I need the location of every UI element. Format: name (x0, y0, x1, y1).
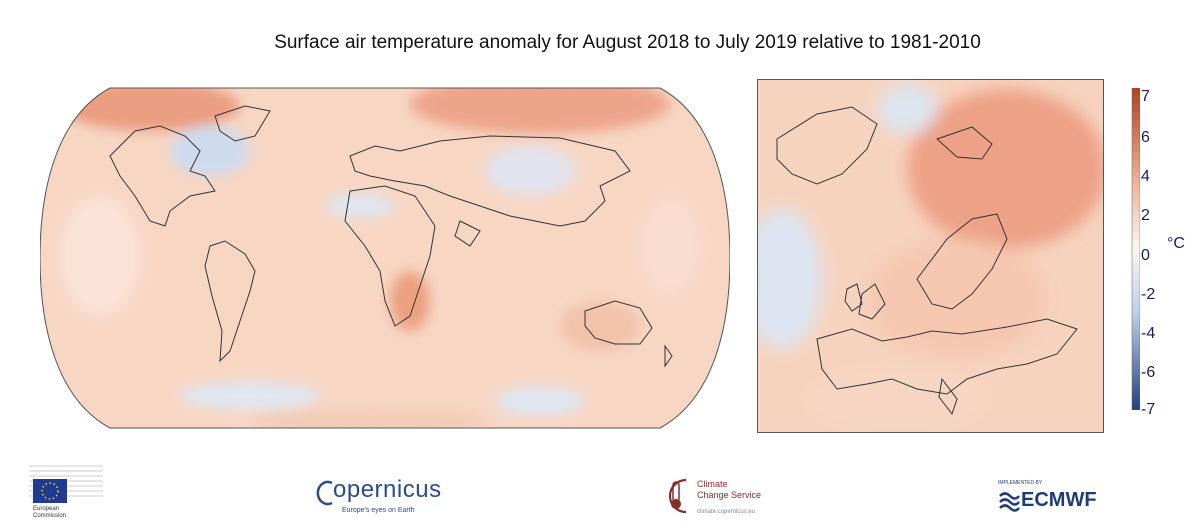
europe-anomaly-map (757, 79, 1104, 433)
ecmwf-name: ECMWF (1021, 489, 1097, 511)
eu-flag-icon (29, 465, 103, 503)
thermometer-icon (668, 478, 687, 514)
colorbar-unit: °C (1167, 235, 1185, 252)
colorbar (1131, 88, 1140, 410)
c3s-logo[interactable]: Climate Change Service climate.copernicu… (656, 474, 796, 522)
ecmwf-wave-icon (999, 492, 1020, 512)
ec-label-line1: European (33, 506, 60, 512)
colorbar-tick-0: 0 (1141, 247, 1150, 264)
copernicus-c-icon (316, 480, 333, 506)
colorbar-tick-m6: -6 (1141, 364, 1156, 381)
world-anomaly-map (40, 87, 730, 429)
copernicus-logo[interactable]: opernicus Europe's eyes on Earth (316, 476, 456, 522)
colorbar-tick-2: 2 (1141, 207, 1150, 224)
colorbar-tick-m4: -4 (1141, 325, 1156, 342)
ec-label-line2: Commission (33, 513, 67, 519)
ecmwf-logo[interactable]: IMPLEMENTED BY ECMWF (996, 480, 1116, 520)
colorbar-tick-m2: -2 (1141, 286, 1156, 303)
colorbar-tick-6: 6 (1141, 129, 1150, 146)
copernicus-tagline: Europe's eyes on Earth (342, 507, 415, 514)
c3s-url: climate.copernicus.eu (697, 509, 756, 515)
colorbar-tick-4: 4 (1141, 168, 1150, 185)
colorbar-tick-7: 7 (1141, 88, 1150, 105)
c3s-line2: Change Service (697, 490, 762, 500)
ecmwf-implemented-by: IMPLEMENTED BY (998, 480, 1043, 486)
colorbar-tick-m7: -7 (1141, 401, 1156, 418)
european-commission-logo[interactable]: European Commission (17, 462, 117, 524)
c3s-line1: Climate (697, 479, 728, 489)
map-title: Surface air temperature anomaly for Augu… (274, 32, 981, 53)
copernicus-name: opernicus (333, 476, 442, 503)
